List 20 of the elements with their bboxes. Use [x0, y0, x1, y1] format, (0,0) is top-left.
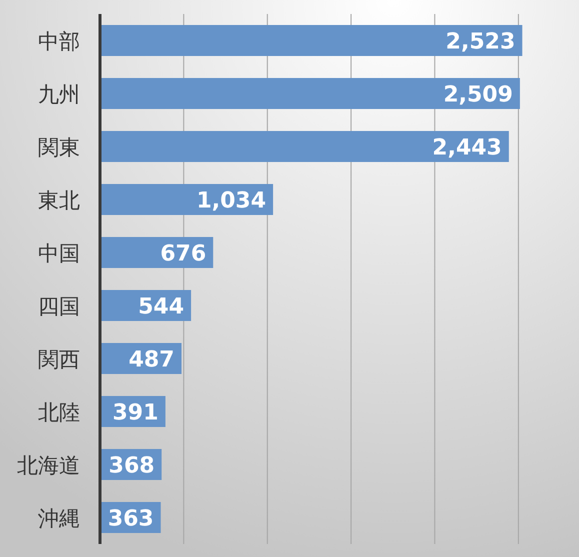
y-tick-label: 北海道 — [17, 454, 80, 478]
y-tick-label: 関東 — [38, 136, 80, 160]
data-label: 676 — [160, 242, 206, 266]
y-tick-label: 九州 — [38, 84, 80, 106]
y-tick-label: 東北 — [38, 190, 80, 212]
y-tick-label: 四国 — [38, 296, 80, 318]
y-tick-label: 沖縄 — [38, 508, 80, 530]
data-label: 2,443 — [432, 136, 502, 160]
y-tick-label: 関西 — [38, 348, 80, 372]
data-label: 2,509 — [443, 82, 513, 108]
y-tick-label: 中部 — [38, 30, 80, 54]
y-tick-label: 北陸 — [38, 402, 80, 424]
data-label: 544 — [138, 294, 184, 320]
y-tick-label: 中国 — [38, 242, 80, 266]
data-label: 1,034 — [196, 188, 266, 214]
data-label: 391 — [112, 400, 158, 426]
data-label: 363 — [108, 506, 154, 532]
data-label: 487 — [128, 348, 175, 372]
data-label: 2,523 — [446, 30, 516, 54]
data-label: 368 — [108, 454, 155, 478]
